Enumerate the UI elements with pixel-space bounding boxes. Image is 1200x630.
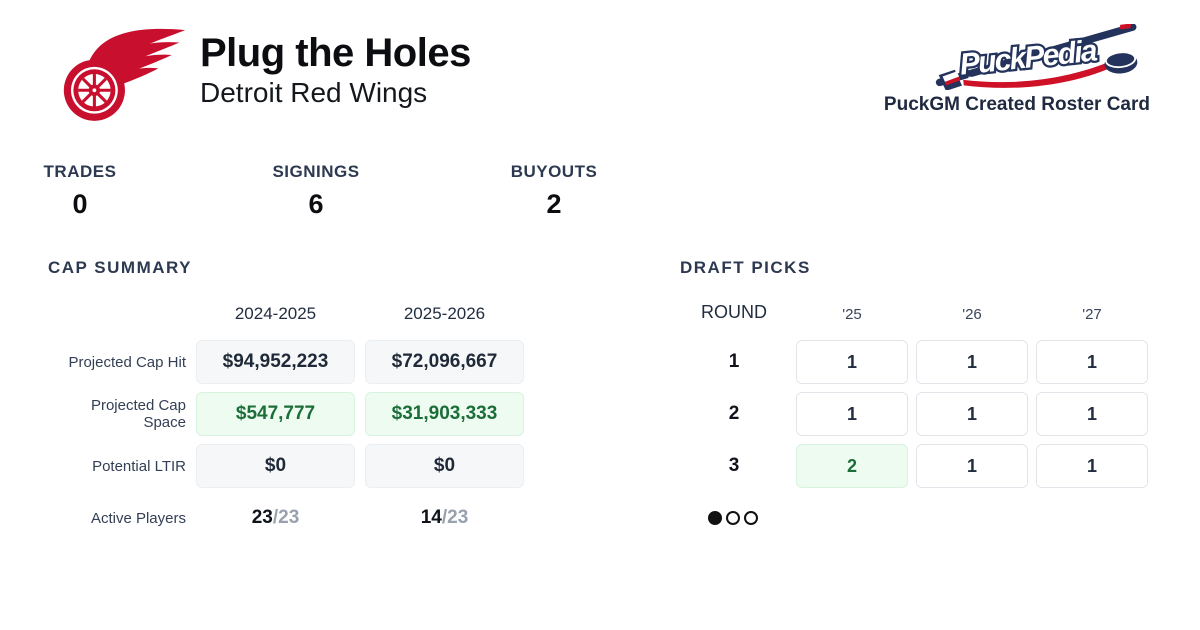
draft-pick-r1-26: 1 <box>916 340 1028 384</box>
draft-picks-title: DRAFT PICKS <box>680 258 811 277</box>
stat-signings: SIGNINGS 6 <box>272 162 359 220</box>
puckpedia-logo: PuckPedia <box>935 24 1138 90</box>
team-name-subtitle: Detroit Red Wings <box>200 77 428 108</box>
draft-pick-r3-25: 2 <box>796 444 908 488</box>
cap-value-space-2025: $31,903,333 <box>365 392 524 436</box>
cap-column-header-2024-2025: 2024-2025 <box>234 304 317 323</box>
stat-signings-value: 6 <box>308 189 324 219</box>
draft-pick-r2-27: 1 <box>1036 392 1148 436</box>
page-title: Plug the Holes <box>200 31 471 75</box>
cap-value-hit-2024: $94,952,223 <box>196 340 355 384</box>
cap-row-label-projected-cap-space: Projected Cap Space <box>90 397 186 431</box>
draft-year-header-27: '27 <box>1082 305 1102 323</box>
active-players-2024: 23/23 <box>196 496 355 540</box>
cap-row-label-active-players: Active Players <box>90 509 186 527</box>
draft-picks-section: DRAFT PICKS ROUND '25 '26 '27 1 1 1 1 2 … <box>680 258 1148 488</box>
cap-value-space-2024: $547,777 <box>196 392 355 436</box>
draft-round-1: 1 <box>728 351 740 372</box>
cap-row-label-potential-ltir: Potential LTIR <box>92 457 186 475</box>
draft-pick-r2-26: 1 <box>916 392 1028 436</box>
stat-buyouts-value: 2 <box>546 189 562 219</box>
stat-trades-value: 0 <box>72 189 88 219</box>
stat-trades-label: TRADES <box>43 162 117 181</box>
red-wings-winged-wheel-icon <box>63 28 186 121</box>
cap-value-hit-2025: $72,096,667 <box>365 340 524 384</box>
active-players-2024-current: 23 <box>251 507 273 528</box>
cap-summary-title: CAP SUMMARY <box>48 258 193 277</box>
active-players-2025-total: /23 <box>441 507 469 528</box>
draft-pick-r1-25: 1 <box>796 340 908 384</box>
stat-buyouts-label: BUYOUTS <box>510 162 598 181</box>
cap-value-ltir-2024: $0 <box>196 444 355 488</box>
pagination-dot-2[interactable] <box>726 511 740 525</box>
active-players-2025: 14/23 <box>365 496 524 540</box>
pagination-dots <box>708 511 758 525</box>
draft-pick-r1-27: 1 <box>1036 340 1148 384</box>
draft-round-3: 3 <box>728 455 740 476</box>
cap-summary-section: CAP SUMMARY 2024-2025 2025-2026 Projecte… <box>48 258 526 540</box>
pagination-dot-3[interactable] <box>744 511 758 525</box>
stat-buyouts: BUYOUTS 2 <box>511 162 598 220</box>
pagination-dot-1[interactable] <box>708 511 722 525</box>
draft-round-header: ROUND <box>701 302 767 322</box>
cap-column-header-2025-2026: 2025-2026 <box>403 304 486 323</box>
draft-pick-r3-26: 1 <box>916 444 1028 488</box>
active-players-2025-current: 14 <box>420 507 442 528</box>
draft-round-2: 2 <box>728 403 740 424</box>
active-players-2024-total: /23 <box>272 507 300 528</box>
brand-caption: PuckGM Created Roster Card <box>883 94 1150 115</box>
stat-trades: TRADES 0 <box>44 162 117 220</box>
cap-value-ltir-2025: $0 <box>365 444 524 488</box>
draft-year-header-25: '25 <box>842 305 862 323</box>
stat-signings-label: SIGNINGS <box>272 162 360 181</box>
draft-year-header-26: '26 <box>962 305 982 323</box>
draft-pick-r3-27: 1 <box>1036 444 1148 488</box>
draft-pick-r2-25: 1 <box>796 392 908 436</box>
cap-row-label-projected-cap-hit: Projected Cap Hit <box>68 353 186 371</box>
